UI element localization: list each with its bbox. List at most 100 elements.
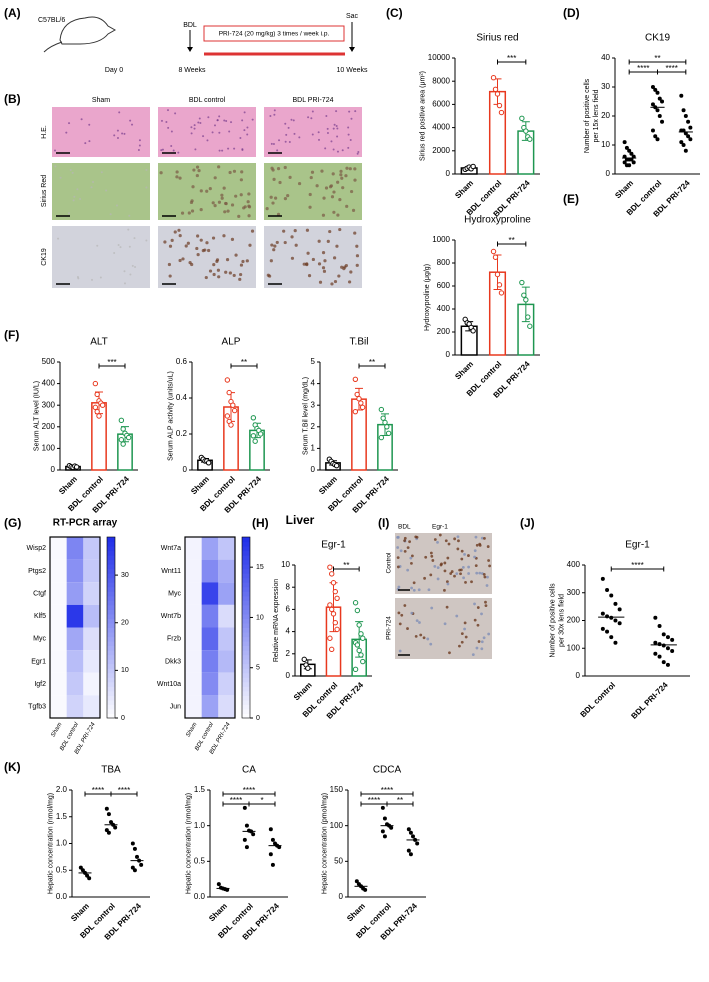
colorbar-step: [107, 677, 115, 683]
texture: [471, 653, 475, 656]
texture: [336, 150, 339, 153]
texture: [336, 135, 339, 138]
y-tick-label: 0: [446, 350, 451, 359]
heat-cell: [66, 695, 84, 718]
texture: [456, 535, 460, 539]
texture: [439, 563, 443, 567]
heat-cell: [66, 559, 84, 583]
data-point: [527, 136, 533, 142]
data-point: [624, 145, 629, 150]
texture: [429, 573, 433, 577]
texture: [116, 129, 119, 132]
y-tick-label: 2: [286, 649, 291, 658]
texture: [239, 178, 243, 182]
texture: [178, 234, 182, 238]
colorbar-step: [242, 690, 250, 696]
data-point: [118, 417, 125, 424]
texture: [217, 200, 222, 204]
colorbar-step: [107, 618, 115, 624]
heat-cell: [201, 695, 219, 718]
texture: [473, 618, 477, 622]
texture: [309, 175, 313, 180]
micrograph: [52, 107, 150, 157]
texture: [484, 604, 488, 608]
texture: [160, 149, 163, 152]
colorbar-step: [107, 568, 115, 574]
data-point: [270, 837, 275, 842]
texture: [415, 619, 419, 623]
significance-label: ****: [118, 786, 130, 795]
texture: [409, 556, 413, 560]
texture: [113, 134, 116, 137]
data-point: [125, 434, 132, 441]
texture: [225, 120, 228, 123]
texture: [222, 234, 226, 238]
x-tick-label: Sham: [69, 902, 91, 924]
data-point: [205, 460, 212, 466]
y-tick-label: 10: [601, 140, 610, 149]
data-point: [132, 846, 137, 851]
colorbar-step: [242, 555, 250, 561]
texture: [127, 228, 130, 231]
significance-label: ****: [368, 796, 380, 805]
colorbar-step: [242, 559, 250, 565]
texture: [271, 201, 275, 205]
texture: [338, 227, 342, 232]
texture: [418, 621, 421, 624]
texture: [131, 123, 134, 126]
data-point: [496, 282, 503, 288]
colorbar-step: [107, 690, 115, 696]
significance-label: ****: [243, 786, 255, 795]
data-point: [653, 615, 658, 620]
texture: [338, 198, 342, 202]
data-point: [305, 665, 311, 671]
texture: [251, 118, 254, 121]
texture: [145, 168, 148, 171]
texture: [396, 546, 400, 549]
texture: [168, 274, 172, 278]
texture: [145, 186, 148, 189]
data-point: [494, 271, 501, 278]
heat-cell: [185, 695, 202, 718]
data-point: [498, 109, 505, 116]
data-point: [627, 163, 632, 168]
data-point: [382, 834, 387, 839]
y-tick-label: 0: [183, 465, 188, 474]
texture: [397, 611, 401, 615]
y-tick-label: 0: [446, 169, 451, 178]
heat-cell: [185, 582, 202, 605]
data-point: [358, 631, 364, 637]
texture: [406, 568, 410, 572]
colorbar-frame: [241, 536, 251, 719]
colorbar-step: [242, 537, 250, 543]
colorbar-tick-label: 30: [121, 572, 129, 579]
texture: [305, 228, 310, 232]
texture: [456, 547, 460, 551]
colorbar-step: [107, 550, 115, 556]
data-point: [384, 424, 390, 430]
texture: [322, 196, 326, 200]
texture: [357, 150, 360, 153]
texture: [230, 121, 233, 124]
texture: [412, 588, 416, 592]
texture: [443, 561, 447, 565]
texture: [197, 121, 200, 124]
column-header: BDL control: [189, 97, 226, 104]
texture: [213, 124, 216, 127]
y-tick-label: 50: [334, 856, 343, 865]
data-point: [242, 837, 247, 842]
texture: [180, 211, 185, 215]
texture: [230, 203, 235, 207]
texture: [269, 259, 273, 263]
chart-title: Egr-1: [625, 540, 650, 551]
panel-label: (D): [563, 6, 580, 20]
texture: [447, 542, 451, 546]
data-point: [631, 160, 636, 165]
heat-cell: [218, 582, 235, 605]
colorbar-step: [107, 573, 115, 579]
chart-title: Egr-1: [321, 540, 346, 551]
texture: [485, 584, 489, 587]
texture: [342, 267, 346, 271]
texture: [248, 243, 252, 247]
heat-cell: [83, 604, 100, 628]
